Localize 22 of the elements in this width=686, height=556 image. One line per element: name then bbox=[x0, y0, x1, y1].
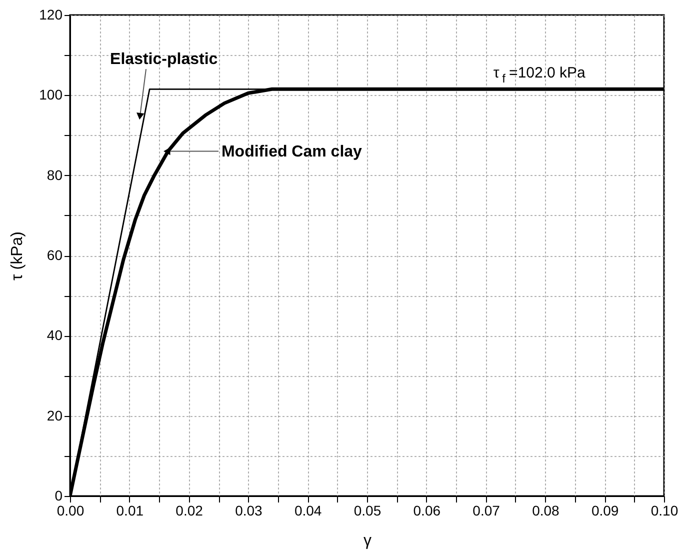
y-tick-label: 100 bbox=[39, 86, 63, 103]
x-tick-label: 0.00 bbox=[56, 502, 84, 518]
y-axis-title: τ (kPa) bbox=[9, 232, 26, 280]
x-tick-label: 0.05 bbox=[354, 502, 382, 518]
x-tick-label: 0.08 bbox=[532, 502, 560, 518]
y-tick-label: 40 bbox=[46, 327, 63, 344]
x-tick-label: 0.10 bbox=[650, 502, 678, 518]
x-tick-label: 0.03 bbox=[235, 502, 263, 518]
x-tick-label: 0.06 bbox=[413, 502, 441, 518]
y-tick-label: 20 bbox=[46, 407, 63, 424]
x-tick-label: 0.09 bbox=[591, 502, 619, 518]
y-tick-label: 0 bbox=[54, 488, 63, 504]
y-tick-label: 120 bbox=[39, 6, 63, 22]
x-tick-label: 0.07 bbox=[472, 502, 500, 518]
y-tick-label: 60 bbox=[46, 247, 63, 263]
x-tick-label: 0.02 bbox=[176, 502, 204, 518]
x-tick-label: 0.01 bbox=[116, 502, 144, 518]
annotation: Elastic-plastic bbox=[110, 51, 218, 68]
y-tick-label: 80 bbox=[46, 166, 63, 183]
annotation: Modified Cam clay bbox=[221, 143, 362, 160]
x-axis-title: γ bbox=[364, 532, 372, 550]
x-tick-label: 0.04 bbox=[294, 502, 322, 518]
